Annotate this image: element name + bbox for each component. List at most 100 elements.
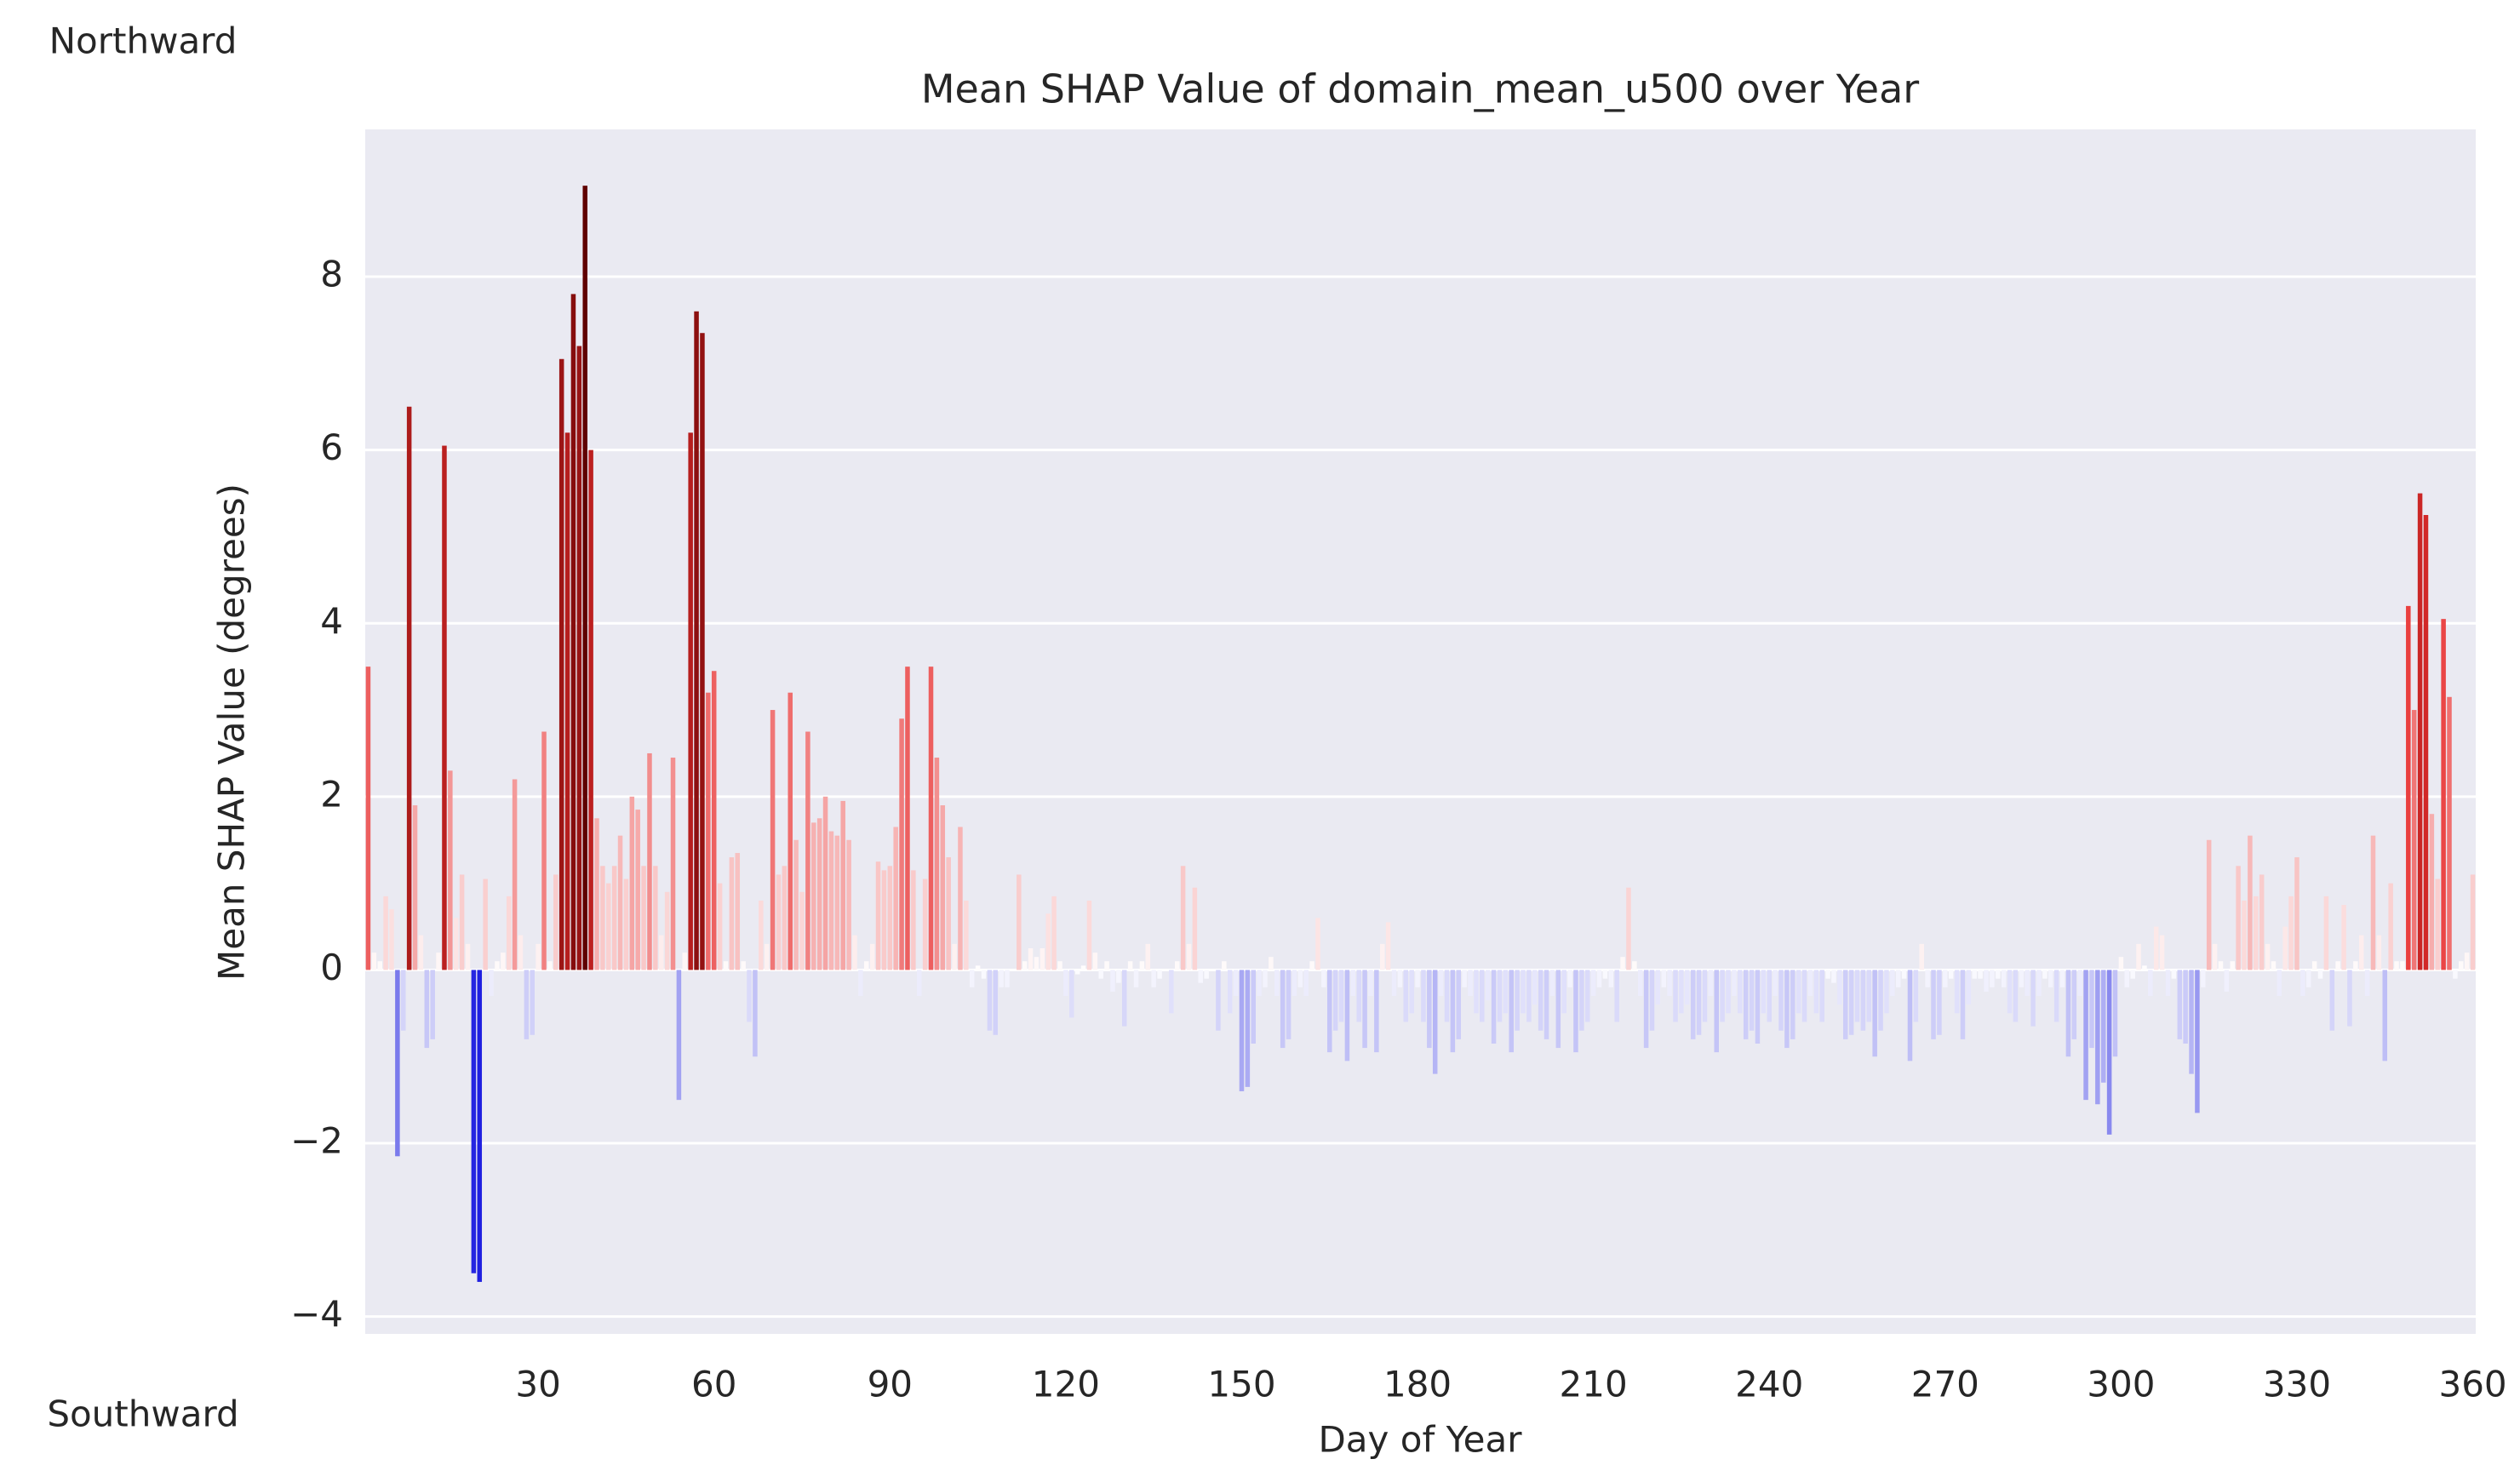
bar [753,970,758,1057]
bar [1438,970,1444,996]
bar [2065,970,2071,1057]
bar [2100,970,2106,1083]
y-tick-label: −4 [290,1293,343,1335]
bar [1966,970,1972,1005]
bar [1931,970,1936,1039]
bar [1397,970,1403,987]
bar [1051,895,1057,970]
bar [1233,970,1239,996]
bar [2019,970,2025,987]
bar [2317,970,2323,979]
bar [2224,970,2230,992]
bar [1738,970,1743,1014]
bar [1468,970,1473,996]
bar [788,692,793,970]
bar [2177,970,2183,1039]
bar [1145,943,1151,970]
bar [576,346,582,970]
bar [1432,970,1438,1074]
bar [1655,970,1661,1005]
bar [1549,970,1555,996]
bar [1127,961,1133,970]
bar [922,878,928,970]
bar [1063,970,1068,996]
bar [383,895,388,970]
bar [1544,970,1549,1039]
bar [617,835,623,970]
bar [2282,926,2288,970]
x-tick-label: 180 [1383,1364,1452,1405]
bar [1456,970,1462,1039]
bar [483,878,488,970]
bar [2376,935,2382,970]
bar [1292,970,1297,996]
bar [2013,970,2019,1022]
bar [2300,970,2305,996]
bar [1696,970,1702,1035]
bar [1515,970,1520,1031]
bar [1344,970,1350,1061]
bar [1110,970,1115,992]
bar [875,861,881,970]
bar [999,970,1004,987]
bar [799,891,805,970]
bar [430,970,435,1039]
bar [1086,901,1092,970]
bar [887,866,893,970]
y-tick-label: 4 [320,600,343,642]
bar [676,970,682,1101]
bar [524,970,530,1039]
bar [2358,935,2364,970]
bar [1996,970,2001,979]
bar [564,432,570,970]
bar [1755,970,1761,1044]
bar [1749,970,1755,1031]
y-tick-label: 0 [320,947,343,988]
bar [365,667,371,970]
bar [371,953,377,970]
bar [2059,970,2065,987]
bar [764,943,770,970]
bar [1626,887,1631,970]
bar [1720,970,1725,1022]
x-tick-label: 120 [1032,1364,1100,1405]
bar [2382,970,2388,1061]
bar [1884,970,1889,1014]
bar [1637,970,1643,996]
bar [1222,961,1227,970]
bar [840,800,845,970]
bar [448,770,453,970]
bar [1045,913,1051,970]
bar [1643,970,1649,1049]
bar [805,731,810,970]
bar [1327,970,1332,1053]
bar [864,961,869,970]
bar [1368,970,1373,996]
bar [2271,961,2277,970]
bar [1139,961,1145,970]
bar [406,406,412,970]
bar [2364,970,2370,996]
bar [1848,970,1854,1035]
bar [964,901,969,970]
bar [1555,970,1561,1049]
bar [471,970,477,1273]
bar [2335,961,2340,970]
bar [2183,970,2188,1044]
y-axis-label: Mean SHAP Value (degrees) [211,484,253,981]
bar [1872,970,1877,1057]
bar [1133,970,1139,987]
bar [1573,970,1578,1053]
bar [2370,835,2376,970]
bar [717,883,723,970]
bar [1960,970,1966,1039]
bar [1538,970,1544,1031]
bar [1860,970,1866,1031]
bar [541,731,547,970]
bar [1474,970,1479,1014]
bar [1831,970,1836,983]
bar [635,810,640,970]
bar [606,883,611,970]
bar [2453,970,2458,979]
bar [1895,970,1901,987]
